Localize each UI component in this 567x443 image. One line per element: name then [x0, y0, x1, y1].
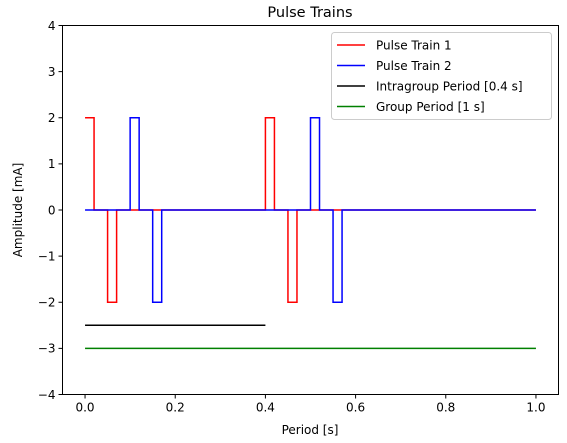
y-tick-label: −4: [38, 388, 56, 402]
y-axis: −4 −3 −2 −1 0 1 2 3 4: [38, 19, 63, 402]
plot-lines: [85, 117, 536, 350]
x-tick-label: 0.4: [256, 401, 275, 415]
y-tick-label: −2: [38, 296, 56, 310]
legend-label-1: Pulse Train 1: [376, 38, 452, 52]
legend-label-4: Group Period [1 s]: [376, 100, 485, 114]
legend-label-3: Intragroup Period [0.4 s]: [376, 79, 523, 93]
y-axis-label: Amplitude [mA]: [11, 163, 25, 258]
y-tick-label: 4: [48, 19, 56, 33]
y-tick-label: −3: [38, 342, 56, 356]
legend-label-2: Pulse Train 2: [376, 59, 452, 73]
legend: Pulse Train 1 Pulse Train 2 Intragroup Per…: [331, 32, 552, 120]
chart-title: Pulse Trains: [267, 5, 352, 21]
x-tick-label: 0.6: [346, 401, 365, 415]
y-tick-label: 2: [48, 111, 56, 125]
x-axis-label: Period [s]: [282, 423, 339, 437]
legend-items: Pulse Train 1 Pulse Train 2 Intragroup Per…: [337, 38, 523, 114]
x-tick-label: 1.0: [526, 401, 545, 415]
y-tick-label: 1: [48, 157, 56, 171]
x-tick-label: 0.0: [75, 401, 94, 415]
series-line-2: [85, 117, 536, 303]
y-tick-label: 0: [48, 203, 56, 217]
x-tick-label: 0.2: [166, 401, 185, 415]
x-axis: 0.0 0.2 0.4 0.6 0.8 1.0: [75, 394, 546, 415]
y-tick-label: −1: [38, 249, 56, 263]
legend-box: [331, 32, 552, 120]
x-tick-label: 0.8: [436, 401, 455, 415]
y-tick-label: 3: [48, 65, 56, 79]
